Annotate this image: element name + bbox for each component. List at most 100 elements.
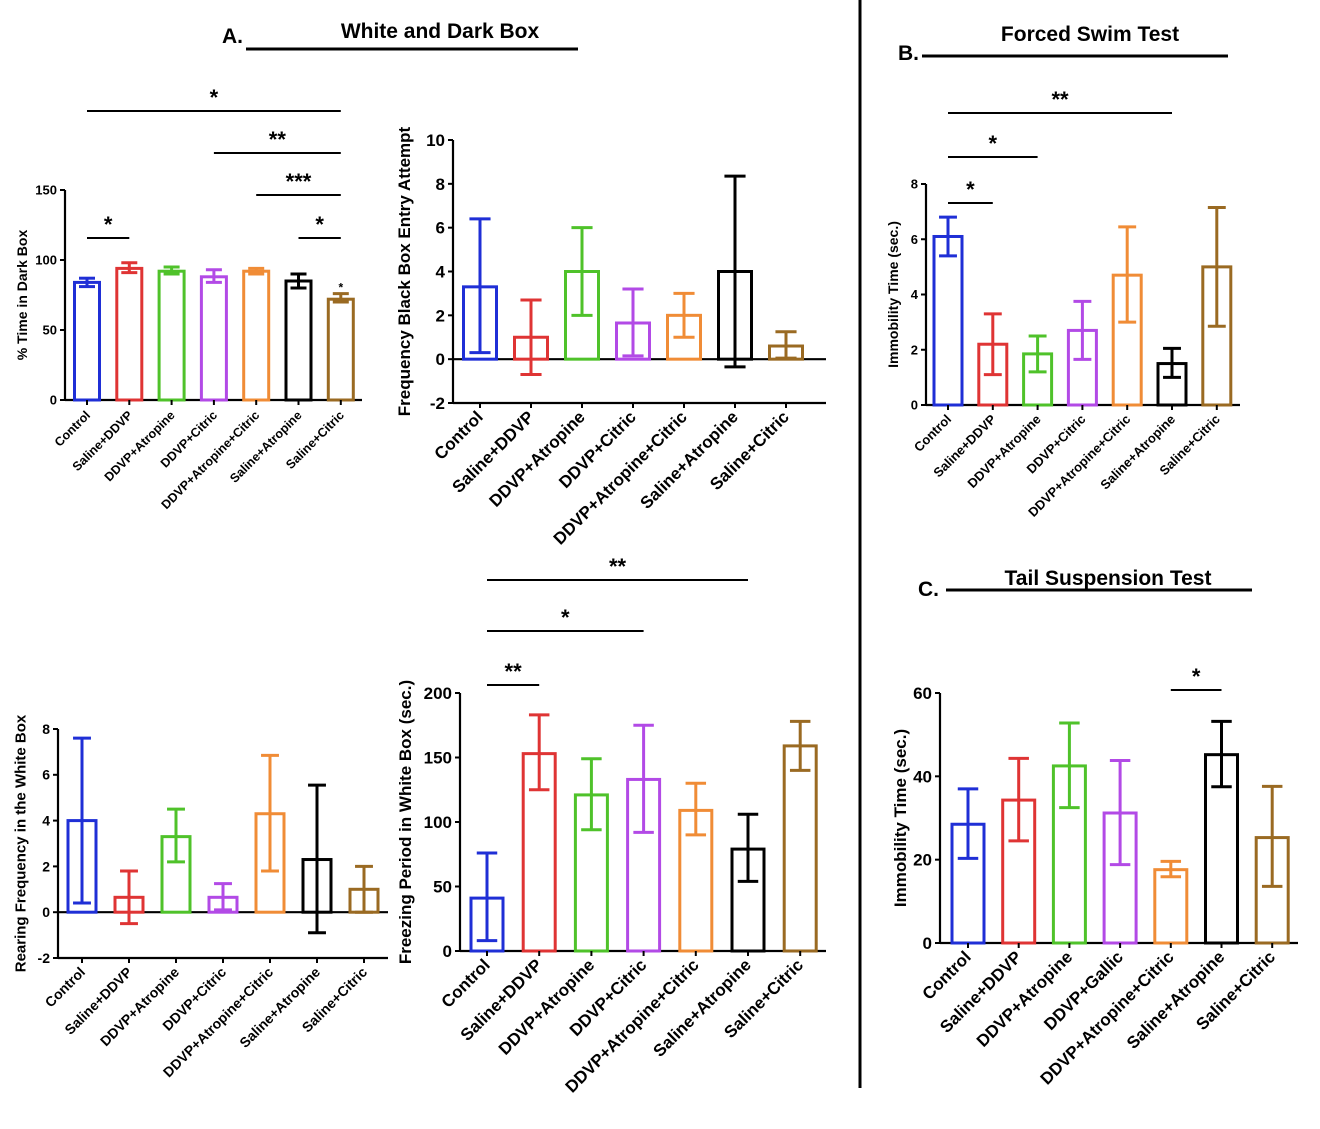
section-c-title: Tail Suspension Test (1005, 567, 1212, 590)
significance-label: * (989, 131, 998, 156)
section-a-title: White and Dark Box (341, 20, 540, 43)
bar (242, 269, 271, 402)
y-tick-label: 150 (35, 183, 57, 198)
bar (157, 269, 186, 402)
category-label: DDVP+Atropine (97, 964, 182, 1049)
section-c-letter: C. (918, 578, 939, 601)
y-tick-label: 2 (911, 342, 918, 357)
y-tick-label: 0 (911, 398, 918, 413)
bar-group (977, 312, 1009, 407)
y-tick-label: 200 (424, 684, 452, 703)
chart-rearing: -2 0 2 4 6 8 Rearing Frequency in the White Bo… (12, 714, 388, 1080)
bar (284, 279, 313, 402)
bar-group (113, 869, 145, 926)
category-label: DDVP+Atropine (486, 407, 589, 510)
section-b-header: B. Forced Swim Test (898, 23, 1228, 65)
y-tick-label: 0 (50, 393, 57, 408)
y-tick-label: 4 (911, 287, 919, 302)
bar-group (1102, 759, 1138, 945)
category-label: Control (42, 964, 89, 1011)
significance-label: * (966, 177, 975, 202)
y-tick-label: 10 (426, 131, 445, 150)
significance-label: * (315, 212, 324, 237)
bar-group (932, 215, 964, 407)
bar-group (1254, 784, 1290, 945)
bar-group (1111, 225, 1143, 407)
category-label: Control (52, 408, 93, 449)
bar-group (1153, 859, 1189, 945)
section-a-letter: A. (222, 25, 243, 48)
y-axis-title: Frequency Black Box Entry Attempt (395, 126, 414, 416)
y-axis-title: Freezing Period in White Box (sec.) (396, 680, 415, 964)
significance-label: ** (609, 554, 627, 579)
bar-group (469, 851, 505, 953)
significance-label: * (210, 85, 219, 110)
bar-group (1022, 334, 1054, 407)
category-label: Saline+Atropine (650, 955, 755, 1060)
bar-group (573, 757, 609, 953)
bar (199, 275, 228, 402)
y-tick-label: 0 (443, 942, 452, 961)
y-tick-label: 100 (424, 813, 452, 832)
bar (1153, 868, 1189, 945)
bar-group (66, 736, 98, 914)
bar-group (1051, 721, 1087, 945)
y-tick-label: 8 (42, 721, 50, 737)
section-b-title: Forced Swim Test (1001, 23, 1179, 46)
bar (73, 280, 101, 402)
y-tick-label: 0 (42, 904, 50, 920)
section-b-letter: B. (898, 42, 919, 65)
y-tick-label: 40 (913, 767, 932, 786)
bar-group (666, 291, 702, 361)
significance-label: *** (286, 169, 312, 194)
chart-freezing: 0 50 100 150 200 Freezing Period in White Box… (396, 554, 826, 1096)
significance-label: ** (1051, 87, 1069, 112)
category-label: Control (911, 412, 954, 455)
y-tick-label: 2 (436, 306, 445, 325)
bar-group (513, 298, 549, 377)
bar-group (462, 217, 498, 361)
bar-group (73, 276, 101, 402)
bar-group (1204, 719, 1239, 945)
y-tick-label: 20 (913, 851, 932, 870)
category-label: Saline+Atropine (236, 964, 323, 1051)
bar-group (1156, 346, 1188, 407)
y-tick-label: 4 (42, 813, 50, 829)
bar (115, 266, 144, 402)
bar-group (199, 268, 228, 402)
bar-group (678, 781, 714, 953)
y-tick-label: 150 (424, 748, 452, 767)
y-tick-label: 4 (436, 262, 446, 281)
y-tick-label: 6 (911, 232, 918, 247)
bar-group (1001, 756, 1037, 945)
bar-group (284, 272, 313, 402)
y-tick-label: 6 (436, 219, 445, 238)
y-tick-label: 6 (42, 767, 50, 783)
bar-group (626, 723, 662, 953)
significance-label: ** (269, 127, 287, 152)
significance-label: * (1192, 664, 1201, 689)
y-tick-label: 100 (35, 253, 57, 268)
y-axis-title: Immobility Time (sec.) (891, 729, 910, 907)
bar-group (950, 787, 986, 945)
y-tick-label: 0 (436, 350, 445, 369)
significance-label: * (561, 605, 570, 630)
bar-group (1201, 205, 1233, 407)
bar-group (348, 864, 380, 914)
significance-label: ** (505, 659, 523, 684)
bar (932, 234, 964, 407)
y-axis-title: Rearing Frequency in the White Box (12, 714, 29, 972)
y-tick-label: 8 (436, 175, 445, 194)
significance-label: * (104, 212, 113, 237)
bar-group (1066, 299, 1098, 407)
bar-group (521, 713, 557, 953)
bar-group (717, 174, 753, 369)
bar-group (768, 330, 804, 361)
chart-time-dark-box: 0 50 100 150 % Time in Dark Box Control Saline… (14, 85, 362, 512)
bar-group (254, 753, 286, 914)
y-axis-title: Immobility Time (sec.) (885, 221, 901, 368)
bar-group (207, 882, 239, 914)
